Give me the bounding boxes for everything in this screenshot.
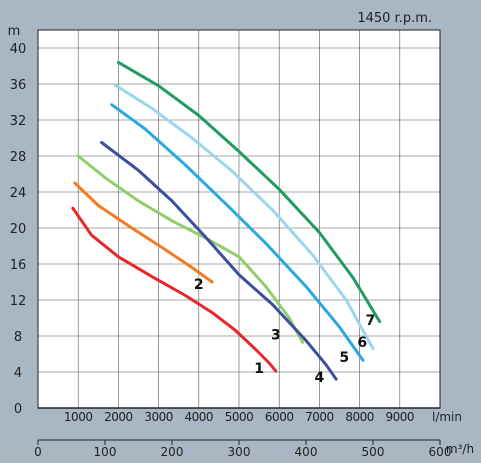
y-tick-label: 8 [14, 330, 22, 345]
x2-tick-label: 100 [94, 445, 117, 459]
y-tick-label: 24 [10, 186, 27, 201]
x-lpm-tick-label: 8000 [345, 410, 374, 424]
x-lpm-unit-label: l/min [432, 410, 462, 424]
y-tick-label: 12 [10, 294, 27, 309]
y-tick-label: 40 [10, 42, 27, 57]
x-lpm-tick-label: 7000 [305, 410, 334, 424]
series-layer [71, 60, 382, 381]
y-tick-label: 20 [10, 222, 27, 237]
curve-7 [116, 60, 382, 324]
x2-tick-label: 300 [228, 445, 251, 459]
y-tick-label: 16 [10, 258, 27, 273]
y-tick-label: 28 [10, 150, 27, 165]
curve-4 [100, 141, 338, 381]
curve-5 [110, 103, 365, 362]
x-lpm-tick-label: 4000 [185, 410, 214, 424]
curve-6 [113, 83, 375, 351]
curve-label-7: 7 [365, 313, 375, 329]
labels-layer: 1 2 3 456 7 [194, 277, 375, 386]
x2-tick-label: 600 [429, 445, 452, 459]
x-lpm-tick-label: 1000 [64, 410, 93, 424]
curve-label-1: 1 [254, 361, 264, 377]
curve-label-2: 2 [194, 277, 204, 293]
x2-unit-label: m³/h [446, 442, 474, 456]
x-lpm-tick-label: 6000 [265, 410, 294, 424]
x2-tick-label: 0 [34, 445, 42, 459]
speed-label: 1450 r.p.m. [357, 11, 432, 26]
y-tick-label: 32 [10, 114, 27, 129]
x2-tick-label: 400 [295, 445, 318, 459]
curve-1 [71, 206, 278, 373]
curve-2 [73, 181, 214, 284]
curve-label-4: 4 [315, 370, 325, 386]
curve-label-3: 3 [271, 328, 281, 344]
y-axis-label: m [8, 24, 21, 39]
x2-tick-label: 500 [362, 445, 385, 459]
x-lpm-tick-label: 9000 [386, 410, 415, 424]
x-lpm-tick-label: 3000 [144, 410, 173, 424]
y-tick-label: 36 [10, 78, 27, 93]
y-tick-label: 0 [14, 402, 22, 417]
x-lpm-tick-label: 5000 [225, 410, 254, 424]
x2-tick-label: 200 [161, 445, 184, 459]
curve-label-6: 6 [357, 335, 367, 351]
y-tick-label: 4 [14, 366, 22, 381]
curve-label-5: 5 [339, 350, 349, 366]
x-lpm-tick-label: 2000 [104, 410, 133, 424]
